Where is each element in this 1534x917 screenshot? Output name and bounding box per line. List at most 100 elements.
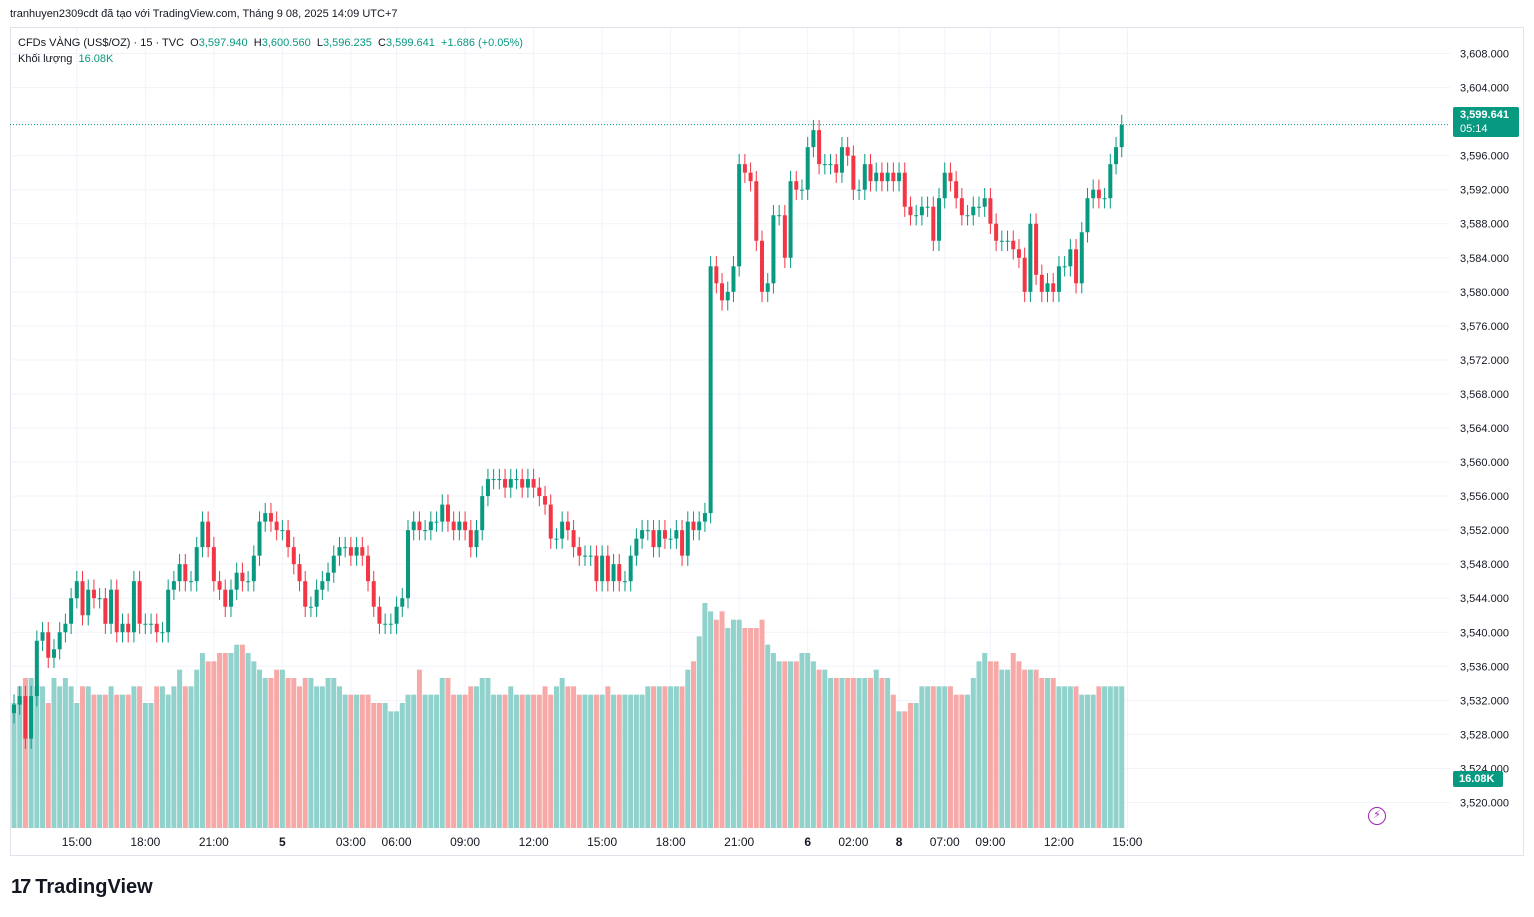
price-tick-label: 3,584.000 bbox=[1460, 253, 1509, 265]
volume-bar bbox=[993, 661, 999, 828]
candle-body bbox=[737, 164, 742, 267]
candle-body bbox=[874, 172, 879, 182]
volume-bar bbox=[1084, 694, 1090, 828]
candle-body bbox=[777, 215, 782, 217]
volume-bar bbox=[22, 678, 28, 828]
price-axis[interactable]: 3,520.0003,524.0003,528.0003,532.0003,53… bbox=[1460, 49, 1509, 810]
candle-body bbox=[919, 206, 924, 216]
volume-bar bbox=[1113, 686, 1119, 828]
low-value: 3,596.235 bbox=[322, 37, 372, 49]
candle-body bbox=[445, 504, 450, 522]
volume-bar bbox=[873, 669, 879, 828]
candle-body bbox=[691, 521, 696, 531]
volume-bar bbox=[17, 686, 23, 828]
volume-bar bbox=[45, 703, 51, 828]
candle-body bbox=[177, 564, 182, 582]
time-tick-label: 21:00 bbox=[724, 835, 754, 849]
candle-body bbox=[982, 198, 987, 207]
ohlc-row: CFDs VÀNG (US$/OZ) · 15 · TVC O3,597.940… bbox=[18, 35, 523, 51]
candle-body bbox=[51, 649, 56, 658]
volume-bar bbox=[148, 703, 154, 828]
candle-body bbox=[588, 555, 593, 557]
volume-bar bbox=[976, 661, 982, 828]
price-tick-label: 3,556.000 bbox=[1460, 491, 1509, 503]
candle-body bbox=[314, 589, 319, 607]
volume-bar bbox=[142, 703, 148, 828]
volume-bar bbox=[182, 686, 188, 828]
candle-body bbox=[503, 479, 508, 488]
candle-body bbox=[434, 521, 439, 523]
candle-body bbox=[263, 513, 268, 522]
candle-body bbox=[394, 606, 399, 624]
volume-bar bbox=[1039, 678, 1045, 828]
candle-body bbox=[1011, 240, 1016, 250]
candle-body bbox=[297, 564, 302, 582]
lightning-icon[interactable]: ⚡ bbox=[1368, 807, 1386, 825]
volume-bar bbox=[1033, 669, 1039, 828]
volume-bar bbox=[171, 686, 177, 828]
candle-body bbox=[628, 555, 633, 582]
volume-bar bbox=[262, 678, 268, 828]
candle-body bbox=[485, 479, 490, 497]
candle-body bbox=[1068, 249, 1073, 267]
volume-bar bbox=[354, 694, 360, 828]
candle-body bbox=[17, 696, 22, 705]
candle-body bbox=[40, 632, 45, 641]
volume-bar bbox=[845, 678, 851, 828]
candle-body bbox=[1022, 257, 1027, 292]
candle-body bbox=[1045, 283, 1050, 292]
candle-body bbox=[908, 206, 913, 216]
volume-label[interactable]: Khối lượng bbox=[18, 53, 73, 65]
time-axis[interactable]: 15:00 18:00 21:00 5 03:00 06:00 09:00 12:00 15:0… bbox=[62, 835, 1143, 849]
candle-body bbox=[942, 172, 947, 199]
candle-body bbox=[1039, 274, 1044, 292]
volume-bar bbox=[177, 669, 183, 828]
time-tick-label: 06:00 bbox=[382, 835, 412, 849]
candle-body bbox=[166, 589, 171, 633]
volume-bar bbox=[885, 678, 891, 828]
volume-bar bbox=[987, 661, 993, 828]
volume-bar bbox=[793, 661, 799, 828]
candle-body bbox=[885, 172, 890, 182]
candle-body bbox=[348, 547, 353, 556]
candle-body bbox=[200, 521, 205, 548]
candle-body bbox=[554, 538, 559, 540]
candle-body bbox=[851, 155, 856, 190]
candle-body bbox=[491, 479, 496, 481]
candle-body bbox=[725, 291, 730, 301]
candle-body bbox=[925, 206, 930, 208]
candle-body bbox=[988, 198, 993, 224]
volume-bar bbox=[862, 678, 868, 828]
candle-body bbox=[799, 189, 804, 191]
candle-body bbox=[474, 530, 479, 548]
volume-bar bbox=[342, 694, 348, 828]
volume-bar bbox=[1107, 686, 1113, 828]
volume-bar bbox=[719, 611, 725, 828]
volume-bar bbox=[896, 711, 902, 828]
volume-bar bbox=[925, 686, 931, 828]
time-tick-label: 15:00 bbox=[1112, 835, 1142, 849]
volume-bar bbox=[279, 669, 285, 828]
price-tick-label: 3,552.000 bbox=[1460, 525, 1509, 537]
volume-bar bbox=[165, 694, 171, 828]
candle-body bbox=[411, 521, 416, 531]
volume-bar bbox=[325, 678, 331, 828]
candle-body bbox=[480, 496, 485, 531]
candle-body bbox=[303, 581, 308, 607]
volume-bar bbox=[936, 686, 942, 828]
price-tick-label: 3,568.000 bbox=[1460, 389, 1509, 401]
volume-bar bbox=[119, 694, 125, 828]
volume-bar bbox=[839, 678, 845, 828]
candle-body bbox=[834, 164, 839, 173]
tradingview-logo[interactable]: 17 TradingView bbox=[11, 876, 153, 899]
candle-body bbox=[685, 521, 690, 556]
volume-bar bbox=[725, 628, 731, 828]
candle-body bbox=[754, 181, 759, 241]
candle-body bbox=[1056, 266, 1061, 292]
symbol-label[interactable]: CFDs VÀNG (US$/OZ) · 15 · TVC bbox=[18, 37, 185, 49]
volume-bar bbox=[770, 653, 776, 828]
open-label: O bbox=[190, 37, 199, 49]
candle-body bbox=[765, 283, 770, 292]
volume-bar bbox=[582, 694, 588, 828]
